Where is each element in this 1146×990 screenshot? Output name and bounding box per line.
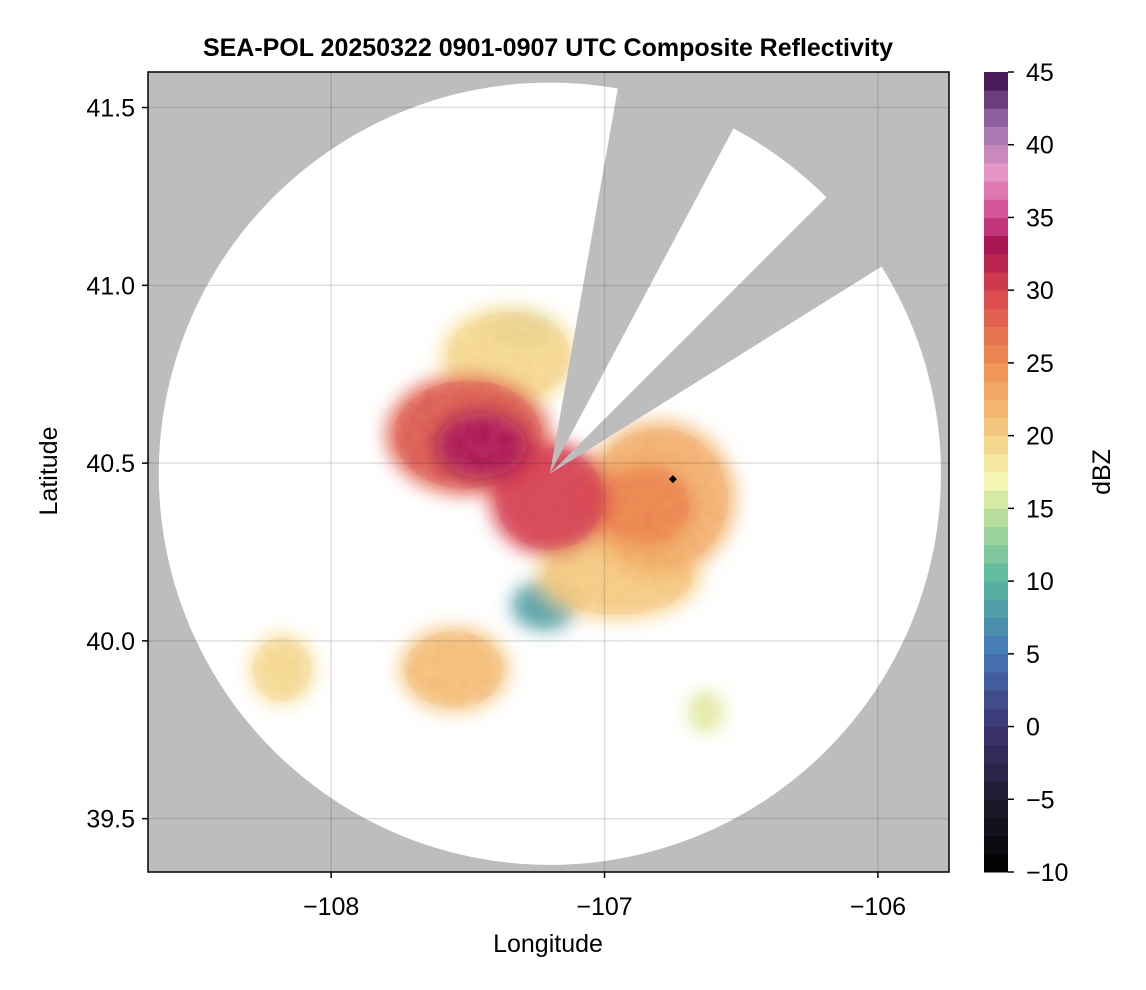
blocked-sector-2 <box>549 74 949 474</box>
colorbar-band-8 <box>984 708 1008 728</box>
colorbar-band-7 <box>984 726 1008 746</box>
colorbar-tick-label-10: 40 <box>1026 132 1054 160</box>
colorbar-band-28 <box>984 344 1008 364</box>
colorbar-band-5 <box>984 762 1008 782</box>
colorbar-band-39 <box>984 144 1008 164</box>
colorbar-band-3 <box>984 799 1008 818</box>
colorbar-tick-label-4: 10 <box>1026 568 1054 596</box>
y-axis-ticks: 39.5 40.0 40.5 41.0 41.5 <box>86 95 148 834</box>
colorbar-band-20 <box>984 490 1008 509</box>
echo-texture-southwest-cells <box>404 630 504 708</box>
plot-area <box>148 72 949 872</box>
echo-texture-far-southwest-cells <box>252 637 312 702</box>
colorbar-band-15 <box>984 581 1008 600</box>
colorbar-tick-label-5: 15 <box>1026 495 1054 523</box>
colorbar-tick-label-6: 20 <box>1026 423 1054 451</box>
colorbar-band-24 <box>984 417 1008 437</box>
colorbar-band-32 <box>984 272 1008 291</box>
colorbar-bands <box>984 72 1008 873</box>
colorbar-band-22 <box>984 453 1008 473</box>
colorbar-tick-label-1: −5 <box>1026 786 1055 814</box>
x-tick-label-0: −108 <box>303 893 359 921</box>
x-axis-ticks: −108 −107 −106 <box>303 872 906 921</box>
colorbar-tick-label-11: 45 <box>1026 59 1054 87</box>
colorbar-band-35 <box>984 217 1008 237</box>
colorbar-band-36 <box>984 199 1008 218</box>
grid-lines <box>148 72 949 872</box>
colorbar-band-12 <box>984 635 1008 655</box>
echo-texture-main-cell-core <box>437 413 526 478</box>
echo-texture-southeast-cells <box>688 692 723 732</box>
x-tick-label-1: −107 <box>576 893 632 921</box>
colorbar-tick-label-8: 30 <box>1026 277 1054 305</box>
colorbar-band-0 <box>984 853 1008 873</box>
site-marker-layer <box>668 475 677 484</box>
colorbar-band-16 <box>984 562 1008 582</box>
colorbar-band-9 <box>984 690 1008 709</box>
colorbar-label: dBZ <box>1088 449 1116 495</box>
colorbar-tick-label-2: 0 <box>1026 714 1040 742</box>
colorbar-band-25 <box>984 399 1008 418</box>
colorbar-band-26 <box>984 381 1008 400</box>
colorbar-band-43 <box>984 72 1008 91</box>
site-marker <box>668 475 677 484</box>
y-axis-label: Latitude <box>35 427 63 516</box>
y-tick-label-0: 39.5 <box>86 806 135 834</box>
reflectivity-echoes <box>249 306 736 734</box>
colorbar-band-4 <box>984 781 1008 800</box>
echo-texture <box>252 311 729 732</box>
colorbar-band-41 <box>984 108 1008 128</box>
colorbar-band-2 <box>984 817 1008 837</box>
echo-texture-northern-fringe <box>447 311 571 402</box>
blocked-sector-1 <box>549 72 764 474</box>
colorbar-band-6 <box>984 744 1008 764</box>
y-tick-label-1: 40.0 <box>86 628 135 656</box>
colorbar-band-40 <box>984 126 1008 146</box>
colorbar-tick-label-9: 35 <box>1026 204 1054 232</box>
blocked-beam-sectors <box>549 72 949 474</box>
colorbar-band-18 <box>984 526 1008 546</box>
colorbar-band-27 <box>984 362 1008 382</box>
x-tick-label-2: −106 <box>850 893 906 921</box>
colorbar-tick-label-0: −10 <box>1026 859 1068 887</box>
colorbar-band-29 <box>984 326 1008 346</box>
colorbar-band-21 <box>984 472 1008 491</box>
colorbar-band-13 <box>984 617 1008 637</box>
colorbar-band-33 <box>984 253 1008 273</box>
colorbar-tick-label-3: 5 <box>1026 641 1040 669</box>
echo-texture-main-cell-center <box>495 447 604 550</box>
echo-texture-eastern-inner <box>601 467 690 545</box>
colorbar: −10 −5 0 5 10 15 20 25 30 35 40 45 <box>984 59 1068 887</box>
colorbar-band-31 <box>984 290 1008 309</box>
colorbar-band-10 <box>984 672 1008 691</box>
colorbar-ticks: −10 −5 0 5 10 15 20 25 30 35 40 45 <box>1008 59 1068 887</box>
colorbar-band-37 <box>984 181 1008 200</box>
colorbar-band-19 <box>984 508 1008 528</box>
colorbar-band-42 <box>984 90 1008 109</box>
plot-frame <box>147 71 950 873</box>
y-tick-label-4: 41.5 <box>86 95 135 123</box>
colorbar-band-30 <box>984 308 1008 328</box>
colorbar-band-14 <box>984 599 1008 618</box>
x-axis-label: Longitude <box>493 930 603 958</box>
colorbar-tick-label-7: 25 <box>1026 350 1054 378</box>
colorbar-band-17 <box>984 544 1008 564</box>
colorbar-band-11 <box>984 653 1008 673</box>
y-tick-label-3: 41.0 <box>86 272 135 300</box>
chart-title: SEA-POL 20250322 0901-0907 UTC Composite… <box>203 34 893 62</box>
colorbar-band-34 <box>984 235 1008 255</box>
colorbar-band-1 <box>984 835 1008 855</box>
colorbar-band-38 <box>984 162 1008 182</box>
y-tick-label-2: 40.5 <box>86 450 135 478</box>
colorbar-band-23 <box>984 435 1008 455</box>
